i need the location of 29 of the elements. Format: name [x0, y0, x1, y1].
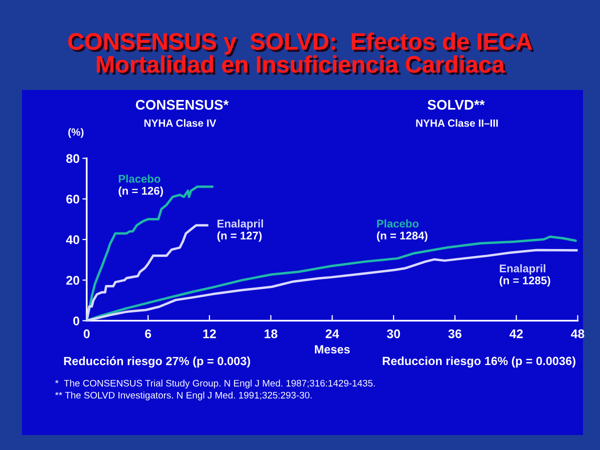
x-tick-label: 42 — [510, 329, 523, 338]
series-label: Placebo (n = 126) — [118, 174, 163, 197]
x-tick-label: 6 — [145, 329, 152, 338]
text: CONSENSUS* — [136, 100, 229, 110]
y-tick-label: 0 — [73, 316, 80, 326]
y-tick-label: 40 — [66, 235, 80, 244]
x-tick-label: 24 — [326, 329, 340, 338]
x-axis-title: Meses — [314, 345, 350, 354]
series-label: Enalapril (n = 127) — [217, 219, 263, 242]
x-tick-label: 12 — [203, 329, 216, 338]
x-tick-label: 0 — [84, 329, 90, 338]
x-tick-label: 48 — [570, 329, 584, 338]
text: ** The SOLVD Investigators. N Engl J Med. 1991;325:293-30. — [55, 392, 312, 400]
text: Reducción riesgo 27% (p = 0.003) — [64, 356, 250, 368]
text: Reduccion riesgo 16% (p = 0.0036) — [382, 356, 576, 368]
series-label: Enalapril (n = 1285) — [500, 264, 550, 287]
series-label: Placebo (n = 1284) — [376, 219, 428, 242]
x-tick-label: 36 — [448, 329, 462, 338]
y-tick-label: 60 — [66, 194, 80, 204]
text: NYHA Clase II–III — [416, 119, 498, 127]
x-tick-label: 30 — [386, 329, 400, 338]
y-tick-label: 20 — [66, 276, 80, 285]
y-axis-title: (%) — [68, 128, 84, 138]
x-tick-label: 18 — [264, 329, 278, 338]
text: NYHA Clase IV — [144, 119, 216, 127]
text: SOLVD** — [428, 100, 485, 110]
text: * The CONSENSUS Trial Study Group. N Engl J Med. 1987;316:1429-1435. — [55, 380, 375, 388]
y-tick-label: 80 — [66, 154, 80, 163]
chart-title: CONSENSUS y SOLVD: Efectos de IECA Mortalidad en Insuficiencia Cardiaca — [68, 32, 534, 75]
